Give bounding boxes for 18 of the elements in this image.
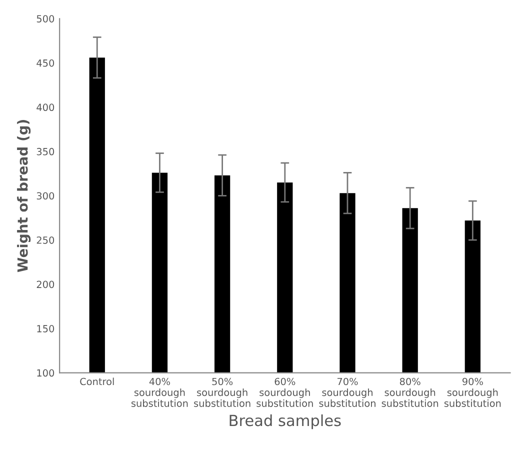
y-tick-label: 350 [36, 148, 54, 156]
y-tick-label: 400 [36, 104, 54, 112]
x-tick-label: 50% sourdough substitution [194, 378, 250, 407]
x-tick-label: 70% sourdough substitution [319, 378, 376, 407]
x-tick-label: Control [80, 378, 114, 386]
y-tick-label: 450 [36, 59, 54, 67]
y-tick-label: 250 [36, 236, 54, 244]
y-axis-title: Weight of bread (g) [17, 120, 31, 272]
y-tick-label: 150 [37, 325, 54, 332]
x-tick-label: 60% sourdough substitution [256, 378, 313, 407]
x-tick-label: 40% sourdough substitution [131, 378, 188, 407]
x-tick-label: 80% sourdough substitution [382, 378, 438, 407]
y-tick-label: 500 [36, 15, 54, 22]
y-tick-label: 100 [37, 369, 54, 377]
y-tick-label: 300 [36, 192, 54, 200]
x-tick-label: 90% sourdough substitution [444, 378, 501, 407]
y-tick-label: 200 [36, 280, 54, 288]
x-axis-title: Bread samples [230, 414, 341, 430]
